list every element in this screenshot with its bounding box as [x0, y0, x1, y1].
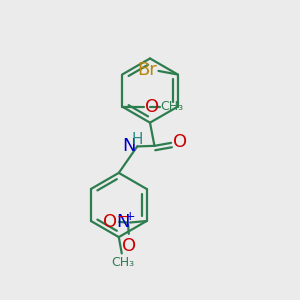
Text: +: + [125, 210, 136, 223]
Text: O: O [173, 133, 187, 151]
Text: N: N [116, 213, 129, 231]
Text: H: H [132, 132, 143, 147]
Text: CH₃: CH₃ [160, 100, 183, 113]
Text: CH₃: CH₃ [111, 256, 134, 269]
Text: Br: Br [137, 61, 157, 79]
Text: −: − [116, 210, 128, 224]
Text: O: O [103, 213, 118, 231]
Text: N: N [122, 137, 136, 155]
Text: O: O [145, 98, 159, 116]
Text: O: O [122, 237, 136, 255]
